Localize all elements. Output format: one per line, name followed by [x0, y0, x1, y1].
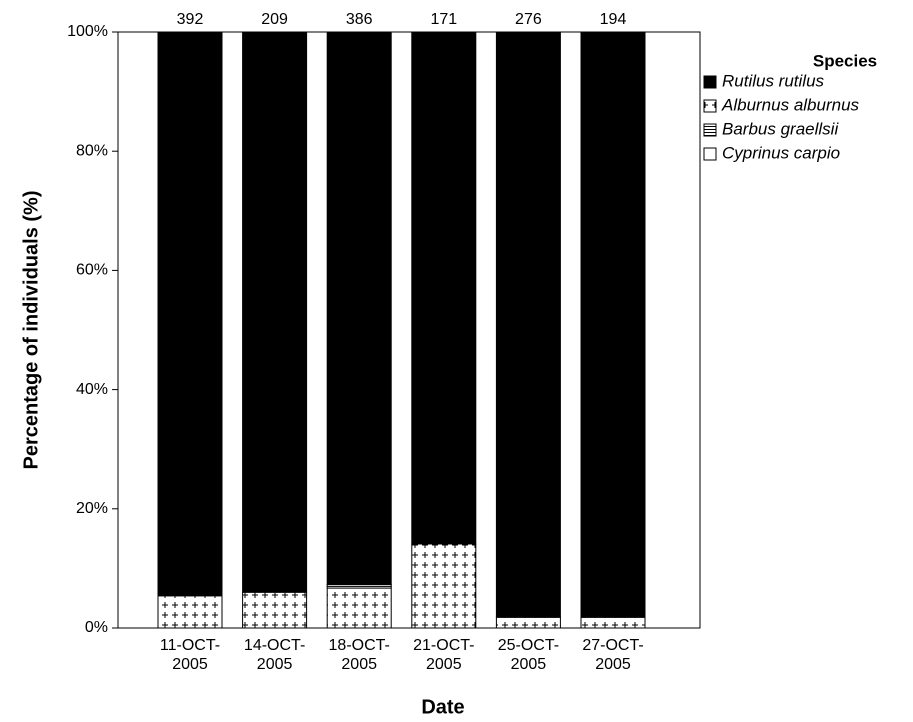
y-tick-label: 40%: [76, 381, 108, 398]
bar-segment: [580, 616, 646, 629]
bar-segment: [411, 31, 477, 545]
bar-total-label: 194: [600, 11, 627, 28]
legend-swatch: [703, 123, 717, 137]
bar-total-label: 392: [177, 11, 204, 28]
legend-swatch: [703, 147, 717, 161]
legend-label: Rutilus rutilus: [722, 71, 825, 90]
plot-frame: [117, 31, 701, 629]
bar-segment: [157, 595, 223, 629]
bar-segment: [495, 31, 561, 618]
x-tick-label: 11-OCT-2005: [159, 637, 221, 673]
legend-label: Alburnus alburnus: [721, 95, 860, 114]
bar-segment: [411, 543, 477, 629]
y-tick-label: 0%: [85, 619, 108, 636]
x-tick-label: 25-OCT-2005: [497, 637, 560, 673]
bar-total-label: 386: [346, 11, 373, 28]
bar-segment: [495, 616, 561, 629]
x-axis-title: Date: [421, 696, 464, 718]
legend-swatch: [703, 99, 717, 113]
legend-label: Barbus graellsii: [722, 119, 839, 138]
bar-total-label: 276: [515, 11, 542, 28]
bar-segment: [326, 587, 392, 629]
bar-segment: [326, 31, 392, 585]
bar-segment: [580, 31, 646, 618]
legend-title: Species: [813, 51, 877, 70]
x-tick-label: 14-OCT-2005: [243, 637, 306, 673]
x-tick-label: 27-OCT-2005: [582, 637, 644, 673]
bar-total-label: 171: [430, 11, 457, 28]
y-tick-label: 80%: [76, 142, 108, 159]
bar-segment: [157, 31, 223, 597]
bar-segment: [242, 591, 308, 629]
y-tick-label: 60%: [76, 262, 108, 279]
y-tick-label: 20%: [76, 500, 108, 517]
x-tick-label: 18-OCT-2005: [328, 637, 390, 673]
legend-swatch: [703, 75, 717, 89]
bar-total-label: 209: [261, 11, 288, 28]
bar-segment: [242, 31, 308, 593]
y-axis-title: Percentage of individuals (%): [20, 191, 42, 470]
x-tick-label: 21-OCT-2005: [413, 637, 475, 673]
y-tick-label: 100%: [67, 23, 108, 40]
legend-label: Cyprinus carpio: [722, 143, 840, 162]
